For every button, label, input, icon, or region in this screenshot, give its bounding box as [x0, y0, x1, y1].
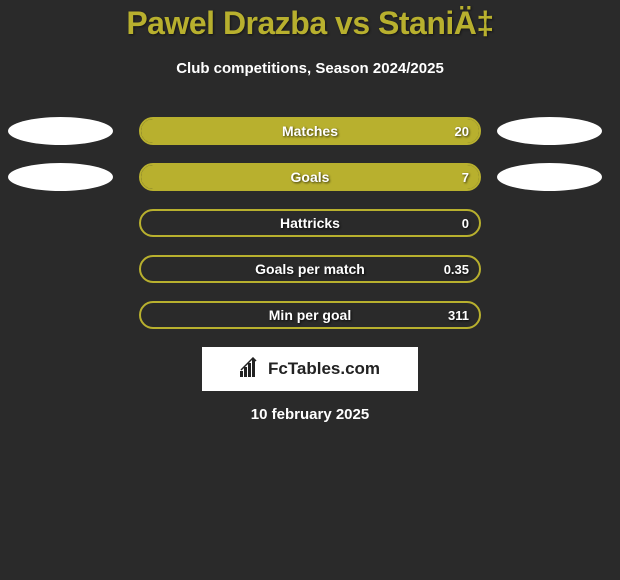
stat-value: 311 — [448, 308, 469, 323]
player-right-marker — [497, 117, 602, 145]
stat-row: Matches20 — [0, 117, 620, 145]
stat-label: Goals per match — [141, 261, 479, 277]
player-right-marker — [497, 163, 602, 191]
chart-icon — [240, 357, 262, 382]
stat-row: Goals7 — [0, 163, 620, 191]
stat-value: 20 — [455, 124, 469, 139]
stat-label: Min per goal — [141, 307, 479, 323]
logo-text: FcTables.com — [268, 359, 380, 379]
stat-value: 0.35 — [444, 262, 469, 277]
stat-bar: Hattricks0 — [139, 209, 481, 237]
player-left-marker — [8, 117, 113, 145]
stat-row: Min per goal311 — [0, 301, 620, 329]
stat-label: Goals — [141, 169, 479, 185]
stat-label: Hattricks — [141, 215, 479, 231]
stats-area: Matches20 Goals7 Hattricks0 Goals per match… — [0, 117, 620, 329]
stat-bar: Min per goal311 — [139, 301, 481, 329]
date-label: 10 february 2025 — [0, 406, 620, 423]
subtitle: Club competitions, Season 2024/2025 — [0, 60, 620, 77]
stat-row: Goals per match0.35 — [0, 255, 620, 283]
page-title: Pawel Drazba vs StaniÄ‡ — [0, 5, 620, 42]
stat-bar: Goals per match0.35 — [139, 255, 481, 283]
logo-link[interactable]: FcTables.com — [202, 347, 418, 391]
comparison-widget: Pawel Drazba vs StaniÄ‡ Club competition… — [0, 0, 620, 423]
stat-bar: Goals7 — [139, 163, 481, 191]
stat-value: 7 — [462, 170, 469, 185]
stat-bar: Matches20 — [139, 117, 481, 145]
stat-value: 0 — [462, 216, 469, 231]
stat-row: Hattricks0 — [0, 209, 620, 237]
player-left-marker — [8, 163, 113, 191]
stat-label: Matches — [141, 123, 479, 139]
